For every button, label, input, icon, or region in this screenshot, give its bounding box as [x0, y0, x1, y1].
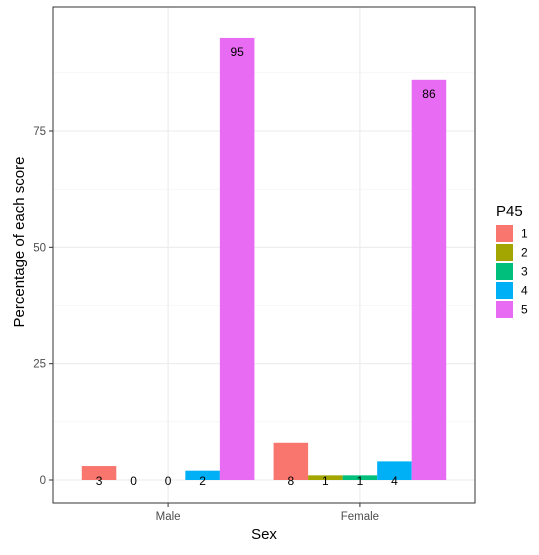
data-label-male-2: 0	[130, 474, 137, 488]
legend-key-2	[496, 244, 513, 261]
bars-layer	[81, 37, 447, 481]
legend-key-5	[496, 301, 513, 318]
bar-female-5	[411, 79, 447, 481]
bar-female-4	[377, 461, 412, 480]
legend-key-1	[496, 225, 513, 242]
bar-female-1	[273, 442, 309, 480]
bar-male-5	[219, 37, 255, 480]
y-tick-label: 0	[40, 475, 46, 487]
x-axis: Male Female	[156, 503, 379, 523]
data-label-female-2: 1	[322, 474, 329, 488]
data-label-female-5: 86	[422, 87, 436, 101]
y-axis: 0 25 50 75	[33, 126, 53, 487]
legend-key-4	[496, 282, 513, 299]
data-labels-layer: 3 0 0 2 95 8 1 1 4 86	[96, 45, 436, 488]
bar-male-4	[185, 470, 220, 480]
data-label-female-4: 4	[391, 474, 398, 488]
data-label-male-4: 2	[199, 474, 206, 488]
y-tick-label: 25	[33, 359, 46, 371]
y-tick-label: 75	[33, 126, 46, 138]
legend-title: P45	[496, 203, 523, 220]
data-label-female-3: 1	[357, 474, 364, 488]
legend: P45 1 2 3 4 5	[496, 203, 528, 318]
y-axis-title: Percentage of each score	[11, 157, 28, 328]
x-axis-title: Sex	[251, 526, 277, 543]
legend-label-5: 5	[521, 303, 528, 317]
grid-layer	[53, 7, 475, 503]
data-label-male-5: 95	[230, 45, 244, 59]
legend-label-3: 3	[521, 265, 528, 279]
plot-panel-border	[52, 6, 476, 504]
x-tick-label-female: Female	[341, 511, 379, 523]
data-label-male-1: 3	[96, 474, 103, 488]
x-tick-label-male: Male	[156, 511, 181, 523]
bar-male-1	[81, 466, 117, 480]
bar-female-3	[342, 475, 378, 480]
bar-female-2	[308, 475, 343, 480]
legend-label-4: 4	[521, 284, 528, 298]
legend-label-1: 1	[521, 227, 528, 241]
legend-key-3	[496, 263, 513, 280]
data-label-male-3: 0	[165, 474, 172, 488]
data-label-female-1: 8	[288, 474, 295, 488]
legend-label-2: 2	[521, 246, 528, 260]
y-tick-label: 50	[33, 242, 46, 254]
